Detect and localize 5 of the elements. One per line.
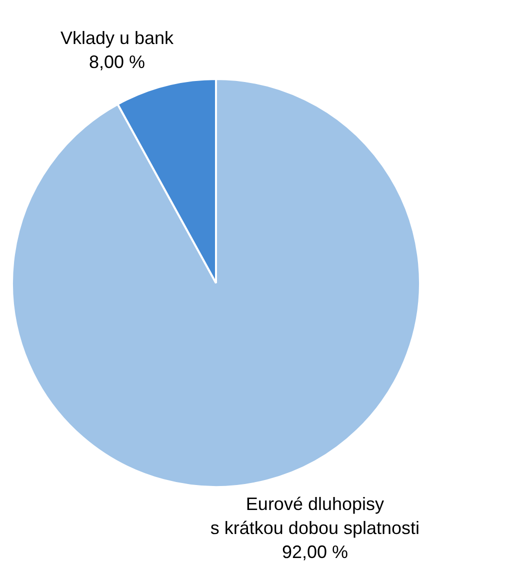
slice-label: Eurové dluhopisy s krátkou dobou splatnosti [210, 494, 420, 538]
pie-slice [11, 78, 421, 488]
slice-label: Vklady u bank [60, 28, 175, 48]
data-label: 8,00 % [89, 52, 146, 72]
data-label: 92,00 % [282, 542, 348, 562]
